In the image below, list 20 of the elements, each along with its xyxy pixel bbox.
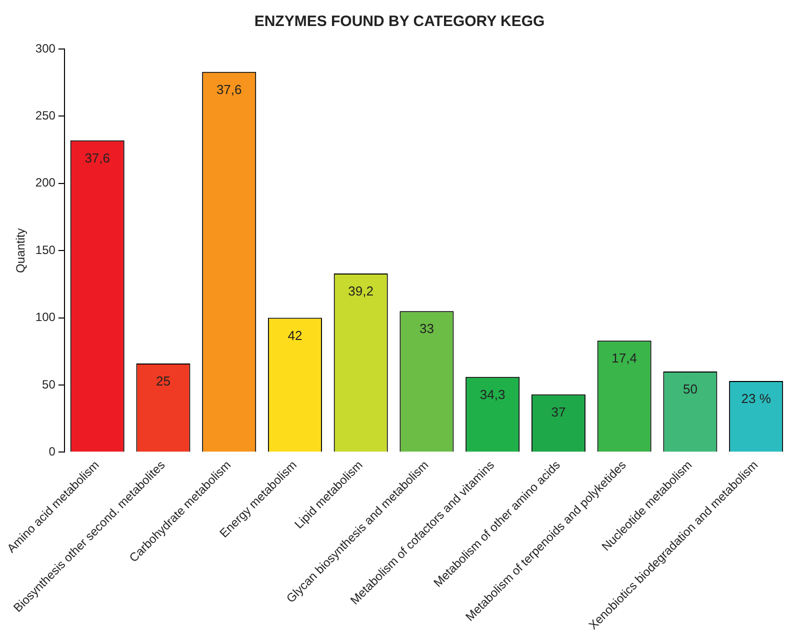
annotation: 25 [156, 374, 170, 389]
annotation: 37,6 [216, 82, 242, 97]
y-tick-label: 0 [48, 444, 56, 459]
y-tick-label: 200 [35, 176, 56, 190]
annotation: 37 [551, 404, 566, 420]
annotation: 23 % [741, 391, 772, 406]
y-axis-title: Quantity [14, 228, 28, 273]
annotation: 34,3 [480, 387, 506, 402]
annotation: 42 [288, 328, 302, 343]
chart-title: ENZYMES FOUND BY CATEGORY KEGG [254, 13, 545, 30]
annotation: 37,6 [84, 150, 110, 166]
y-tick-label: 150 [35, 242, 56, 257]
y-tick-label: 300 [35, 41, 56, 56]
y-tick-label: 250 [35, 108, 56, 123]
annotation: 39,2 [348, 284, 374, 299]
y-tick-label: 100 [35, 310, 56, 324]
y-tick-label: 50 [42, 377, 56, 392]
annotation: 17,4 [612, 350, 637, 366]
annotation: 50 [682, 382, 698, 397]
annotation: 33 [419, 321, 434, 336]
